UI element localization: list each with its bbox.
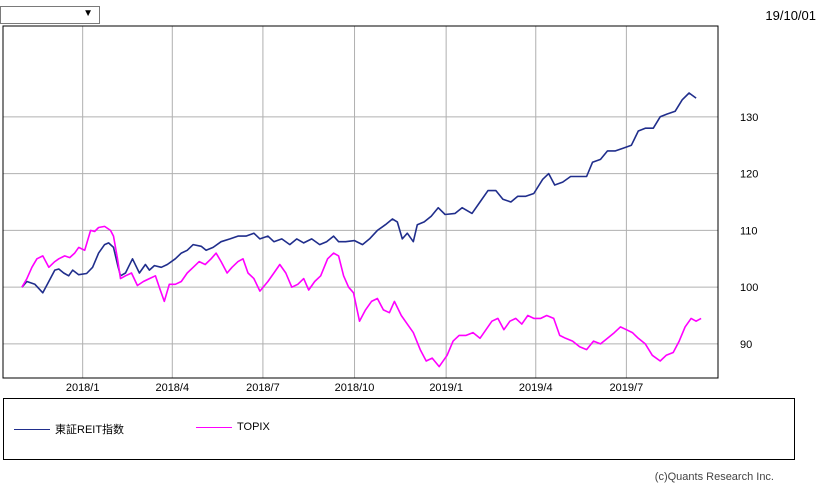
y-tick-label: 100 [740,282,758,294]
chart-grid [3,26,718,378]
legend: 東証REIT指数 TOPIX [3,398,795,460]
x-tick-label: 2018/10 [335,382,375,394]
x-tick-label: 2019/4 [519,382,553,394]
line-chart: 2018/1 2018/4 2018/7 2018/10 2019/1 2019/4 201… [2,25,758,394]
legend-label-topix: TOPIX [237,421,270,433]
as-of-date: 19/10/01 [765,8,816,23]
period-dropdown[interactable]: ▼ [0,6,100,24]
copyright-credit: (c)Quants Research Inc. [654,471,774,483]
x-tick-label: 2018/4 [155,382,189,394]
x-tick-label: 2019/1 [429,382,463,394]
x-axis-ticks: 2018/1 2018/4 2018/7 2018/10 2019/1 2019/4 201… [66,382,643,394]
y-tick-label: 110 [740,225,758,237]
legend-item-reit: 東証REIT指数 [14,421,124,437]
y-tick-label: 130 [740,112,758,124]
series-layer [21,92,702,368]
legend-item-topix: TOPIX [196,421,270,433]
x-tick-label: 2018/7 [246,382,280,394]
y-tick-label: 90 [740,339,752,351]
chevron-down-icon: ▼ [83,8,93,19]
x-tick-label: 2018/1 [66,382,100,394]
y-axis-ticks: 90 100 110 120 130 [740,112,758,351]
series-line-topix [21,225,702,368]
legend-line-topix [196,426,232,428]
plot-frame [2,25,719,379]
legend-label-reit: 東証REIT指数 [55,424,125,436]
legend-line-reit [14,428,50,430]
y-tick-label: 120 [740,169,758,181]
series-line-reit [21,92,697,294]
x-tick-label: 2019/7 [610,382,644,394]
